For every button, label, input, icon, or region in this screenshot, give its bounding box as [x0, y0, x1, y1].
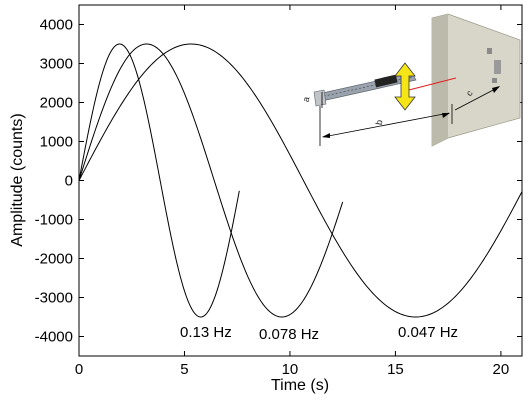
setup-inset: a b c [301, 13, 521, 147]
y-tick-label: 0 [65, 173, 73, 190]
y-tick-label: 4000 [40, 17, 73, 34]
x-tick-label: 5 [180, 361, 188, 378]
y-tick-label: -4000 [35, 329, 73, 346]
inset-wall-mark [492, 78, 497, 83]
x-tick-label: 10 [282, 361, 299, 378]
series-label-0-047hz: 0.047 Hz [398, 324, 458, 341]
y-tick-label: 3000 [40, 56, 73, 73]
inset-label-a: a [301, 96, 312, 103]
y-tick-label: -1000 [35, 212, 73, 229]
series-line-0 [78, 43, 240, 318]
inset-beam [404, 77, 457, 92]
y-tick-label: 2000 [40, 95, 73, 112]
inset-wall-face [432, 14, 448, 146]
inset-dim-line [322, 112, 450, 138]
axis-ticks: 0 5 10 15 20 4000 3000 2000 1000 0 -1000 -2000 -3000… [35, 5, 522, 378]
inset-motion-arrow [394, 62, 416, 111]
series-group [78, 43, 523, 318]
series-label-0-078hz: 0.078 Hz [259, 326, 319, 343]
series-line-1 [78, 43, 344, 318]
x-tick-label: 15 [387, 361, 404, 378]
inset-dim-arrowhead [492, 86, 500, 93]
y-tick-label: -3000 [35, 290, 73, 307]
inset-dim-arrowhead [322, 133, 330, 138]
y-tick-label: 1000 [40, 134, 73, 151]
series-label-0-13hz: 0.13 Hz [180, 324, 232, 341]
x-axis-label: Time (s) [271, 377, 329, 394]
x-tick-label: 0 [75, 361, 83, 378]
inset-wall-mark [487, 48, 492, 54]
inset-dim-arrowhead [442, 113, 450, 118]
inset-mount [313, 89, 327, 107]
inset-label-c: c [464, 88, 475, 98]
y-tick-label: -2000 [35, 251, 73, 268]
x-tick-label: 20 [493, 361, 510, 378]
inset-wall-mark [494, 60, 501, 74]
inset-sensor [374, 74, 398, 88]
series-line-2 [78, 43, 523, 318]
inset-label-b: b [374, 119, 385, 126]
y-axis-label: Amplitude (counts) [9, 113, 26, 246]
inset-dim-line [454, 86, 500, 111]
